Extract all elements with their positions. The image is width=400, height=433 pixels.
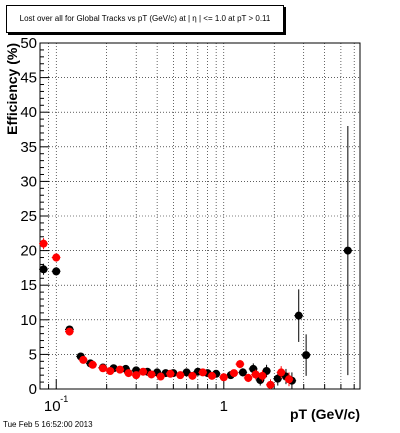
red-data-point: [98, 364, 107, 373]
y-axis-title: Efficiency (%): [4, 43, 20, 135]
y-tick-label: 35: [20, 139, 37, 156]
y-tick-label: 15: [20, 277, 37, 294]
red-data-point: [115, 365, 124, 374]
red-data-point: [219, 373, 228, 382]
black-data-point: [39, 265, 48, 274]
y-tick-label: 45: [20, 70, 37, 87]
red-data-point: [147, 370, 156, 379]
black-data-point: [343, 246, 352, 255]
red-data-point: [79, 355, 88, 364]
red-data-point: [139, 367, 148, 376]
x-tick-label: 1: [220, 398, 228, 415]
timestamp-footer: Tue Feb 5 16:52:00 2013: [3, 420, 93, 429]
y-tick-label: 30: [20, 173, 37, 190]
y-tick-label: 10: [20, 312, 37, 329]
red-data-point: [39, 239, 48, 248]
horizontal-grid: [40, 77, 360, 355]
red-data-point: [132, 371, 141, 380]
red-data-point: [88, 360, 97, 369]
red-data-point: [277, 368, 286, 377]
black-data-point: [294, 311, 303, 320]
x-axis-title: pT (GeV/c): [290, 406, 360, 422]
y-tick-label: 40: [20, 104, 37, 121]
x-axis: 10 -1 1: [39, 379, 355, 415]
plot-title: Lost over all for Global Tracks vs pT (G…: [6, 5, 284, 33]
black-data-point: [273, 374, 282, 383]
red-data-point: [124, 369, 133, 378]
black-data-point: [182, 368, 191, 377]
red-data-point: [176, 371, 185, 380]
y-tick-label: 0: [29, 381, 37, 398]
red-series: [39, 238, 294, 389]
black-data-point: [52, 267, 61, 276]
red-data-point: [52, 253, 61, 262]
red-data-point: [236, 360, 245, 369]
red-data-point: [251, 370, 260, 379]
vertical-grid: [39, 43, 355, 389]
red-data-point: [65, 327, 74, 336]
red-data-point: [156, 372, 165, 381]
red-data-point: [229, 369, 238, 378]
red-data-point: [207, 371, 216, 380]
y-axis: 0 5 10 15 20 25 30 35 40 45 50: [20, 35, 49, 398]
x-tick-label: 10: [44, 398, 61, 415]
y-tick-label: 25: [20, 208, 37, 225]
red-data-point: [188, 371, 197, 380]
red-data-point: [244, 373, 253, 382]
red-data-point: [284, 375, 293, 384]
red-data-point: [198, 368, 207, 377]
y-tick-label: 5: [29, 346, 37, 363]
black-data-point: [238, 368, 247, 377]
red-data-point: [258, 371, 267, 380]
red-data-point: [266, 380, 275, 389]
y-tick-label: 50: [20, 35, 37, 52]
x-tick-exponent: -1: [60, 394, 68, 404]
red-data-point: [106, 367, 115, 376]
red-data-point: [166, 369, 175, 378]
y-tick-label: 20: [20, 243, 37, 260]
black-data-point: [302, 351, 311, 360]
